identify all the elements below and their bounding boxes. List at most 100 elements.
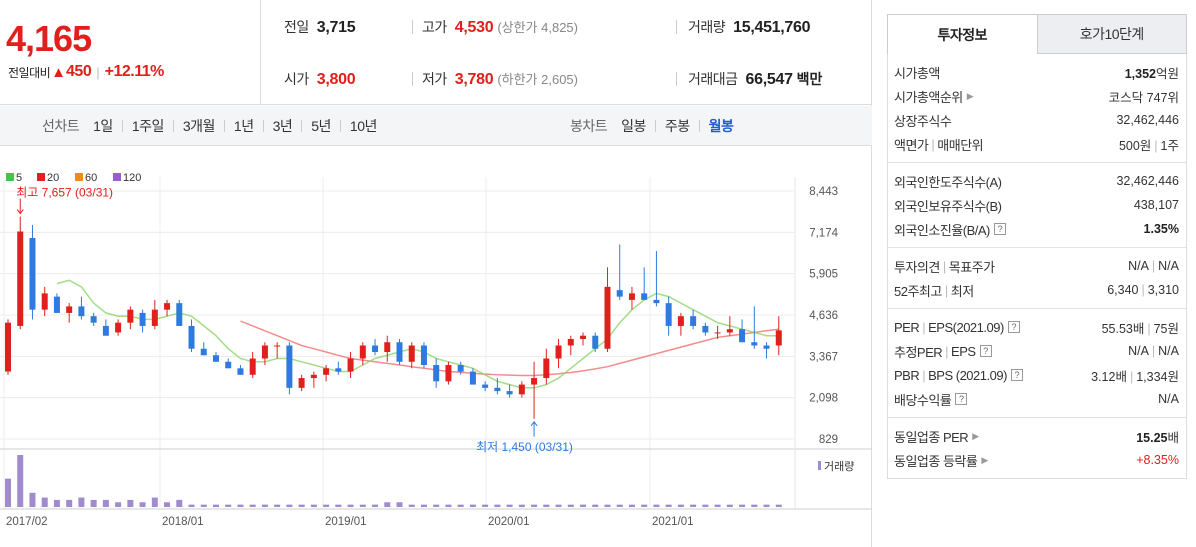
info-group-valuation: PER | EPS(2021.09)? 55.53배 | 75원 추정PER | EPS? … — [888, 309, 1186, 418]
info-row: 동일업종 등락률 ▶ +8.35% — [894, 448, 1179, 472]
per-value-wrap: 55.53배 | 75원 — [1102, 318, 1179, 337]
candle-body — [176, 303, 183, 326]
volume-bar — [433, 504, 440, 507]
candle-body — [726, 329, 733, 333]
low-annotation: 최저 1,450 (03/31) — [476, 440, 573, 454]
volume-bar — [726, 504, 733, 507]
candle-body — [653, 299, 660, 304]
shares-value: 32,462,446 — [1116, 113, 1179, 127]
tab-invest-info[interactable]: 투자정보 — [887, 14, 1038, 54]
candle-body — [225, 361, 232, 369]
upper-limit: (상한가 4,825) — [497, 20, 578, 35]
up-arrow-icon — [530, 420, 538, 427]
help-icon[interactable]: ? — [979, 345, 992, 357]
candle-body — [420, 345, 427, 366]
monthly-candle-button[interactable]: 월봉 — [708, 118, 734, 134]
candle-body — [580, 335, 587, 339]
volume-bar — [29, 492, 36, 507]
period-1y-button[interactable]: 1년 — [233, 118, 254, 134]
candle-body — [298, 378, 305, 388]
candle-body — [739, 329, 746, 343]
volume-bar — [78, 497, 85, 507]
x-tick-label: 2021/01 — [652, 516, 694, 528]
x-tick-label: 2018/01 — [162, 516, 204, 528]
info-row: 투자의견 | 목표주가 N/A | N/A — [894, 254, 1179, 278]
divider — [676, 20, 677, 34]
high-label: 고가 — [422, 19, 447, 35]
ind-chg-label-wrap[interactable]: 동일업종 등락률 ▶ — [894, 451, 988, 470]
pbr-label-wrap: PBR | BPS (2021.09)? — [894, 368, 1023, 383]
volume: 거래량 15,451,760 — [688, 17, 811, 37]
volume-bar — [457, 504, 464, 507]
amount-label: 거래대금 — [688, 71, 738, 87]
volume-bar — [249, 504, 256, 507]
y-tick-label: 8,443 — [809, 186, 838, 198]
high-value: 4,530 — [454, 19, 494, 36]
period-1w-button[interactable]: 1주일 — [131, 118, 165, 134]
candle-chart-options: 봉차트 일봉 주봉 월봉 — [570, 106, 734, 146]
stock-chart: 8,443 7,174 5,905 4,636 3,367 2,098 829 2017/02… — [0, 172, 872, 528]
volume-bar — [494, 504, 501, 507]
candle-body — [518, 384, 525, 395]
period-3m-button[interactable]: 3개월 — [182, 118, 216, 134]
volume-bar — [200, 504, 207, 507]
opinion-label: 투자의견 — [894, 259, 940, 275]
eps-value: 75원 — [1153, 321, 1179, 336]
volume-bar — [518, 504, 525, 507]
info-group-foreign: 외국인한도주식수(A) 32,462,446 외국인보유주식수(B) 438,1… — [888, 163, 1186, 248]
foreign-ratio-label: 외국인소진율(B/A) — [894, 222, 990, 238]
per-label-wrap: PER | EPS(2021.09)? — [894, 320, 1020, 335]
help-icon[interactable]: ? — [993, 223, 1006, 235]
period-5y-button[interactable]: 5년 — [311, 118, 331, 134]
candle-body — [751, 342, 758, 346]
volume-bar — [506, 504, 513, 507]
volume-bar — [775, 504, 782, 507]
period-1d-button[interactable]: 1일 — [93, 118, 113, 134]
prev-close-label: 전일 — [284, 19, 309, 35]
est-per-value-wrap: N/A | N/A — [1128, 344, 1179, 358]
pbr-label: PBR — [894, 367, 920, 383]
volume-bar — [763, 504, 770, 507]
volume-bar — [592, 504, 599, 507]
candle-body — [555, 345, 562, 359]
candle-body — [628, 293, 635, 300]
help-icon[interactable]: ? — [1010, 369, 1023, 381]
par-unit-value: 500원 | 1주 — [1119, 135, 1179, 154]
candle-body — [164, 303, 171, 310]
volume-bar — [335, 504, 342, 507]
period-3y-button[interactable]: 3년 — [272, 118, 293, 134]
candle-body — [200, 348, 207, 356]
info-row: 52주최고 | 최저 6,340 | 3,310 — [894, 278, 1179, 302]
est-per-label-wrap: 추정PER | EPS? — [894, 342, 992, 361]
ind-per-value-wrap: 15.25배 — [1136, 427, 1179, 446]
market-cap-value: 1,352억원 — [1125, 63, 1179, 82]
divider: | — [944, 282, 948, 298]
est-eps-label: EPS — [951, 343, 976, 359]
help-icon[interactable]: ? — [1007, 321, 1020, 333]
rank-label-wrap[interactable]: 시가총액순위 ▶ — [894, 87, 974, 106]
daily-candle-button[interactable]: 일봉 — [621, 118, 646, 134]
pbr-value-wrap: 3.12배 | 1,334원 — [1091, 366, 1179, 385]
volume-bar — [237, 504, 244, 507]
divider — [412, 72, 413, 86]
candle-body — [531, 378, 538, 385]
amount-value: 66,547 — [745, 71, 793, 88]
y-tick-label: 3,367 — [809, 351, 838, 363]
info-row: 액면가 | 매매단위 500원 | 1주 — [894, 132, 1179, 156]
info-row: 동일업종 PER ▶ 15.25배 — [894, 424, 1179, 448]
volume-bar — [702, 504, 709, 507]
help-icon[interactable]: ? — [955, 393, 968, 405]
period-10y-button[interactable]: 10년 — [349, 118, 377, 134]
volume-bar — [127, 499, 134, 507]
ind-per-label-wrap[interactable]: 동일업종 PER ▶ — [894, 427, 979, 446]
tab-orderbook[interactable]: 호가10단계 — [1037, 14, 1187, 54]
volume-value: 15,451,760 — [733, 19, 811, 36]
x-tick-label: 2020/01 — [488, 516, 530, 528]
prev-close: 전일 3,715 — [284, 17, 356, 37]
candle-body — [702, 325, 709, 333]
div-label: 배당수익률 — [894, 392, 952, 408]
change-row: 전일대비 ▲ 450 | +12.11% — [8, 63, 164, 81]
change-value: 450 — [66, 63, 92, 80]
weekly-candle-button[interactable]: 주봉 — [664, 118, 690, 134]
y-tick-label: 7,174 — [809, 227, 838, 239]
